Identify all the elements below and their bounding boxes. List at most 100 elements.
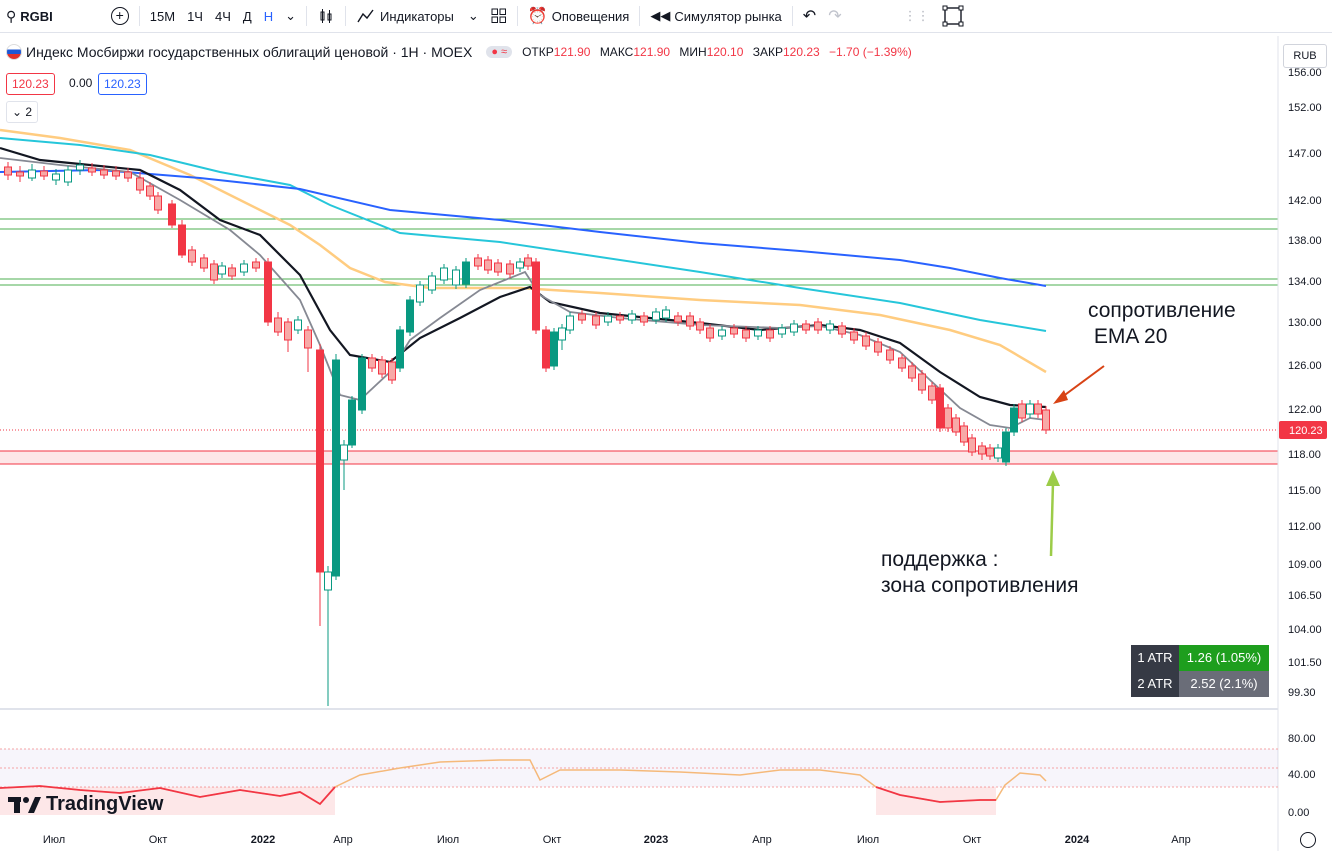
candle — [578, 310, 586, 324]
interval-1h[interactable]: 1Ч — [187, 8, 203, 24]
price-axis-label: 138.00 — [1288, 235, 1322, 247]
candle — [324, 566, 332, 706]
candle-body — [40, 170, 48, 177]
bid-badge[interactable]: 120.23 — [6, 73, 55, 95]
price-axis-label: 112.00 — [1288, 521, 1321, 533]
osc-line-oversold — [875, 786, 996, 803]
price-axis-label: 134.00 — [1288, 276, 1322, 288]
candle-body — [1010, 407, 1018, 433]
replay-button[interactable]: ◀◀ Симулятор рынка — [644, 0, 787, 32]
candle-body — [862, 335, 870, 347]
candle-body — [28, 169, 36, 179]
candle-body — [850, 331, 858, 341]
candle — [52, 169, 60, 185]
indicators-button[interactable]: Индикаторы ⌄ — [350, 0, 485, 32]
candle — [1002, 428, 1010, 466]
candle — [494, 259, 502, 276]
candle — [686, 312, 694, 330]
ask-badge[interactable]: 120.23 — [98, 73, 147, 95]
currency-button[interactable]: RUB — [1283, 44, 1327, 68]
candle — [506, 260, 514, 278]
alerts-button[interactable]: ⏰ Оповещения — [522, 0, 636, 32]
layouts-button[interactable] — [485, 0, 513, 32]
candle — [358, 354, 366, 414]
indicators-label: Индикаторы — [379, 8, 454, 24]
candle — [874, 338, 882, 356]
interval-day[interactable]: Д — [242, 8, 252, 24]
atr-name: 2 ATR — [1131, 671, 1179, 697]
candle-body — [628, 313, 636, 321]
candle — [1042, 406, 1050, 434]
candle-body — [838, 325, 846, 335]
tradingview-logo[interactable]: TradingView — [8, 793, 163, 816]
candle — [558, 324, 566, 350]
price-axis-label: 109.00 — [1288, 559, 1322, 571]
settings-gear-icon[interactable] — [1300, 832, 1316, 848]
visibility-toggle[interactable]: ● ≈ — [486, 46, 513, 58]
time-axis-label: Июл — [857, 834, 879, 846]
symbol-search[interactable]: ⚲ RGBI — [0, 0, 59, 32]
candle-body — [146, 185, 154, 197]
interval-15m[interactable]: 15М — [149, 8, 176, 24]
candle — [516, 258, 524, 272]
undo-button[interactable]: ↶ — [797, 0, 822, 32]
candle — [210, 260, 218, 284]
last-price-tag — [1279, 421, 1327, 439]
ema-cyan-line — [0, 137, 1047, 332]
candle-body — [766, 329, 774, 339]
redo-button[interactable]: ↷ — [822, 0, 847, 32]
chevron-down-icon: ⌄ — [12, 105, 23, 119]
candle-body — [718, 329, 726, 337]
candle-body — [324, 571, 332, 591]
resistance-arrowhead — [1053, 390, 1068, 404]
candle-body — [516, 261, 524, 269]
price-axis-label: 147.00 — [1288, 148, 1322, 160]
annotation-support[interactable]: поддержка : зона сопротивления — [881, 547, 1079, 599]
annotation-resistance[interactable]: сопротивление EMA 20 — [1088, 298, 1236, 350]
candle-body — [874, 341, 882, 353]
interval-dropdown[interactable]: ⌄ — [279, 0, 302, 32]
candle-body — [168, 203, 176, 226]
candle-body — [264, 261, 272, 323]
candle-body — [154, 195, 162, 211]
price-axis-label: 126.00 — [1288, 360, 1322, 372]
candle — [592, 312, 600, 329]
candle — [348, 396, 356, 448]
fullscreen-button[interactable] — [936, 0, 970, 32]
candle-body — [16, 171, 24, 177]
candle — [440, 264, 448, 284]
add-symbol-icon: + — [110, 7, 129, 25]
candle-body — [358, 357, 366, 411]
candle-body — [76, 164, 84, 171]
indicators-collapse[interactable]: ⌄ 2 — [6, 101, 39, 123]
compare-button[interactable]: + — [105, 0, 135, 32]
candle — [428, 272, 436, 294]
candle-body — [494, 262, 502, 273]
chart-legend: Индекс Мосбиржи государственных облигаци… — [6, 44, 918, 60]
candle — [178, 220, 186, 258]
last-price-label: 120.23 — [1289, 425, 1323, 437]
candle-body — [252, 261, 260, 269]
osc-line-oversold — [0, 785, 336, 806]
symbol-title[interactable]: Индекс Мосбиржи государственных облигаци… — [26, 44, 473, 60]
divider — [305, 6, 307, 26]
divider — [791, 6, 793, 26]
candle — [28, 164, 36, 181]
candle-body — [348, 399, 356, 446]
chart-type-button[interactable] — [311, 0, 341, 32]
candle-body — [240, 263, 248, 273]
time-axis-label: Окт — [149, 834, 168, 846]
candle — [706, 324, 714, 342]
osc-axis-label: 80.00 — [1288, 733, 1316, 745]
candle-body — [188, 249, 196, 263]
drag-handle[interactable]: ⋮⋮ — [903, 8, 930, 23]
candle — [484, 256, 492, 274]
candle — [332, 354, 340, 580]
interval-4h[interactable]: 4Ч — [214, 8, 231, 24]
candle — [662, 306, 670, 322]
interval-week[interactable]: Н — [263, 8, 274, 24]
candle — [778, 324, 786, 338]
time-axis-label: Апр — [333, 834, 352, 846]
price-axis-label: 142.00 — [1288, 195, 1322, 207]
